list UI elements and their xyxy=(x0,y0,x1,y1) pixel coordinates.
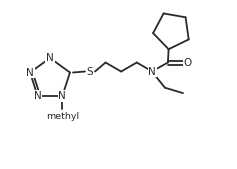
Text: N: N xyxy=(34,91,41,101)
Text: N: N xyxy=(59,91,66,101)
Text: S: S xyxy=(87,67,93,77)
Text: O: O xyxy=(184,57,192,67)
Text: N: N xyxy=(26,67,34,78)
Text: methyl: methyl xyxy=(46,112,79,121)
Text: N: N xyxy=(148,67,156,77)
Text: N: N xyxy=(46,53,54,63)
